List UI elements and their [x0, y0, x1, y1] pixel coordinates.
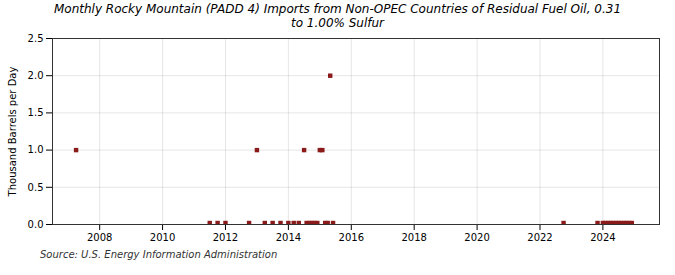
- svg-text:2.5: 2.5: [28, 33, 44, 44]
- svg-text:2020: 2020: [464, 232, 489, 243]
- html-text:Source: U.S. Energy Informatio: Source: U.S. Energy Information Administ…: [40, 249, 278, 260]
- svg-text:2024: 2024: [590, 232, 615, 243]
- svg-text:1.0: 1.0: [28, 144, 44, 155]
- svg-text:2014: 2014: [276, 232, 301, 243]
- svg-text:Thousand Barrels per Day: Thousand Barrels per Day: [7, 67, 18, 198]
- svg-text:2016: 2016: [339, 232, 364, 243]
- html-text:Monthly Rocky Mountain (PADD 4: Monthly Rocky Mountain (PADD 4) Imports …: [54, 2, 621, 30]
- svg-text:2.0: 2.0: [28, 70, 44, 81]
- svg-text:1.5: 1.5: [28, 107, 44, 118]
- svg-text:0.5: 0.5: [28, 182, 44, 193]
- svg-text:0.0: 0.0: [28, 219, 44, 230]
- svg-text:2022: 2022: [527, 232, 552, 243]
- svg-text:2010: 2010: [150, 232, 175, 243]
- svg-text:2008: 2008: [87, 232, 112, 243]
- svg-text:2012: 2012: [213, 232, 238, 243]
- svg-text:2018: 2018: [401, 232, 426, 243]
